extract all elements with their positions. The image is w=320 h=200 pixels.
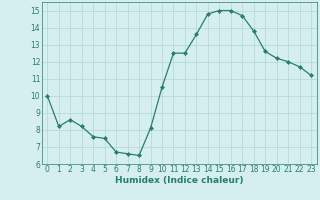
X-axis label: Humidex (Indice chaleur): Humidex (Indice chaleur) bbox=[115, 176, 244, 185]
